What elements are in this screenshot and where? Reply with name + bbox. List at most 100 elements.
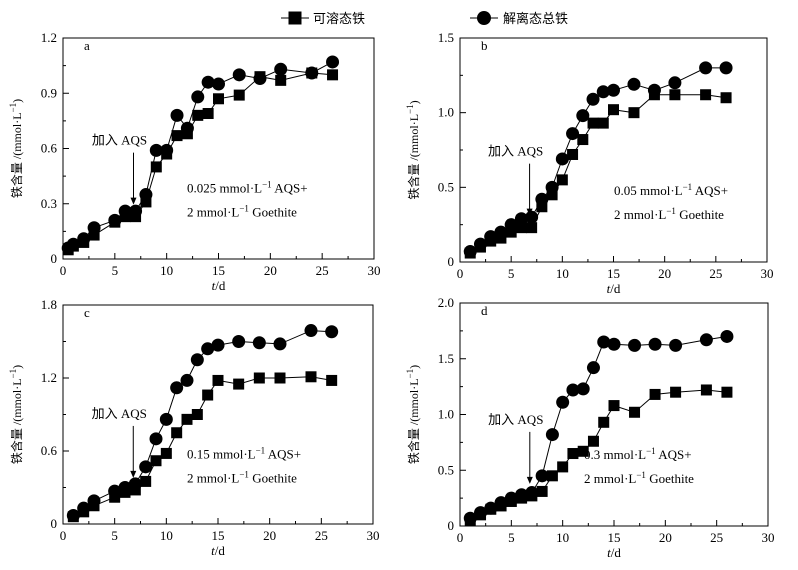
y-tick-label: 1.2 [41, 30, 57, 45]
x-tick-label: 25 [315, 528, 328, 543]
y-tick-label: 1.5 [438, 351, 454, 366]
legend-series-2-label: 解离态总铁 [503, 11, 568, 27]
data-point-circle [170, 381, 184, 395]
data-point-circle [555, 152, 569, 166]
data-point-circle [190, 353, 204, 367]
y-axis-label: 铁含量 /(mmol·L−1) [405, 100, 421, 199]
data-point-circle [627, 77, 641, 91]
data-point-circle [473, 237, 487, 251]
data-point-square [233, 89, 245, 101]
data-point-circle [326, 55, 340, 69]
data-point-square [515, 222, 527, 234]
y-tick-label: 0 [448, 254, 455, 269]
data-point-square [140, 196, 152, 208]
data-point-circle [149, 143, 163, 157]
data-point-square [608, 104, 619, 116]
data-point-circle [463, 245, 477, 259]
y-axis-label: 铁含量 /(mmol·L−1) [405, 365, 421, 464]
x-tick-label: 20 [658, 266, 671, 281]
data-point-circle [160, 143, 174, 157]
x-tick-label: 25 [316, 263, 329, 278]
data-point-square [700, 384, 712, 396]
data-point-circle [596, 85, 610, 99]
y-tick-label: 0.9 [41, 85, 57, 100]
data-point-circle [586, 361, 600, 375]
x-tick-label: 10 [556, 266, 569, 281]
data-point-circle [515, 488, 529, 502]
data-point-circle [274, 62, 288, 76]
y-tick-label: 0.6 [41, 141, 58, 156]
condition-line-1: 0.025 mmol·L−1 AQS+ [187, 180, 308, 196]
annotation-arrow-head [526, 476, 533, 484]
data-point-square [213, 93, 224, 105]
series-total-iron [463, 329, 734, 525]
data-point-square [536, 485, 548, 497]
data-point-square [629, 406, 641, 418]
y-tick-label: 1.2 [41, 370, 57, 385]
y-tick-label: 1.5 [438, 30, 454, 45]
x-tick-label: 10 [556, 530, 569, 545]
condition-line-1: 0.15 mmol·L−1 AQS+ [187, 445, 301, 461]
condition-line-1: 0.05 mmol·L−1 AQS+ [614, 182, 728, 198]
data-point-circle [566, 127, 580, 141]
data-point-circle [535, 469, 549, 483]
x-tick-label: 10 [160, 528, 173, 543]
data-point-circle [484, 230, 498, 244]
add-aqs-annotation: 加入 AQS [92, 406, 147, 478]
x-tick-label: 15 [608, 530, 621, 545]
annotation-label: 加入 AQS [488, 144, 543, 159]
data-point-circle [108, 484, 122, 498]
annotation-label: 加入 AQS [92, 406, 147, 421]
x-tick-label: 5 [112, 263, 119, 278]
data-point-square [212, 374, 224, 386]
x-tick-label: 20 [264, 263, 277, 278]
x-tick-label: 0 [60, 528, 67, 543]
x-tick-label: 25 [710, 530, 723, 545]
data-point-square [536, 201, 548, 213]
data-point-circle [87, 494, 101, 508]
data-point-square [191, 409, 203, 420]
x-tick-label: 5 [508, 530, 515, 545]
annotation-arrow-head [130, 470, 137, 478]
add-aqs-annotation: 加入 AQS [488, 144, 543, 216]
x-tick-label: 5 [111, 528, 118, 543]
panel-label: b [481, 38, 488, 53]
data-point-square [670, 386, 682, 398]
data-point-square [721, 386, 733, 398]
data-point-circle [170, 108, 184, 122]
data-point-circle [201, 75, 215, 89]
annotation-label: 加入 AQS [92, 133, 147, 148]
y-tick-label: 0.5 [438, 462, 454, 477]
x-tick-label: 5 [508, 266, 515, 281]
data-point-circle [597, 335, 611, 349]
data-point-circle [77, 501, 91, 515]
x-tick-label: 20 [263, 528, 276, 543]
data-point-square [171, 427, 183, 439]
data-point-circle [648, 337, 662, 351]
data-point-circle [699, 333, 713, 347]
data-point-circle [108, 213, 122, 227]
x-tick-label: 0 [60, 263, 67, 278]
data-point-circle [607, 337, 621, 351]
series-line [67, 61, 333, 249]
data-point-circle [253, 72, 267, 86]
y-tick-label: 0.5 [438, 179, 454, 194]
condition-line-2: 2 mmol·L−1 Goethite [614, 206, 724, 222]
data-point-circle [474, 506, 488, 520]
y-tick-label: 1.8 [41, 297, 57, 312]
series-total-iron [66, 324, 339, 522]
data-point-circle [556, 395, 570, 409]
data-point-circle [191, 90, 205, 104]
data-point-circle [304, 324, 318, 338]
data-point-circle [139, 460, 153, 474]
data-point-circle [139, 188, 153, 202]
legend: 可溶态铁 解离态总铁 [281, 11, 568, 27]
condition-line-1: 0.3 mmol·L−1 AQS+ [584, 446, 692, 462]
data-point-square [567, 148, 579, 160]
data-point-circle [201, 342, 215, 356]
data-point-square [140, 475, 152, 487]
data-point-circle [607, 83, 620, 97]
data-point-circle [77, 232, 91, 246]
data-point-square [628, 107, 640, 119]
